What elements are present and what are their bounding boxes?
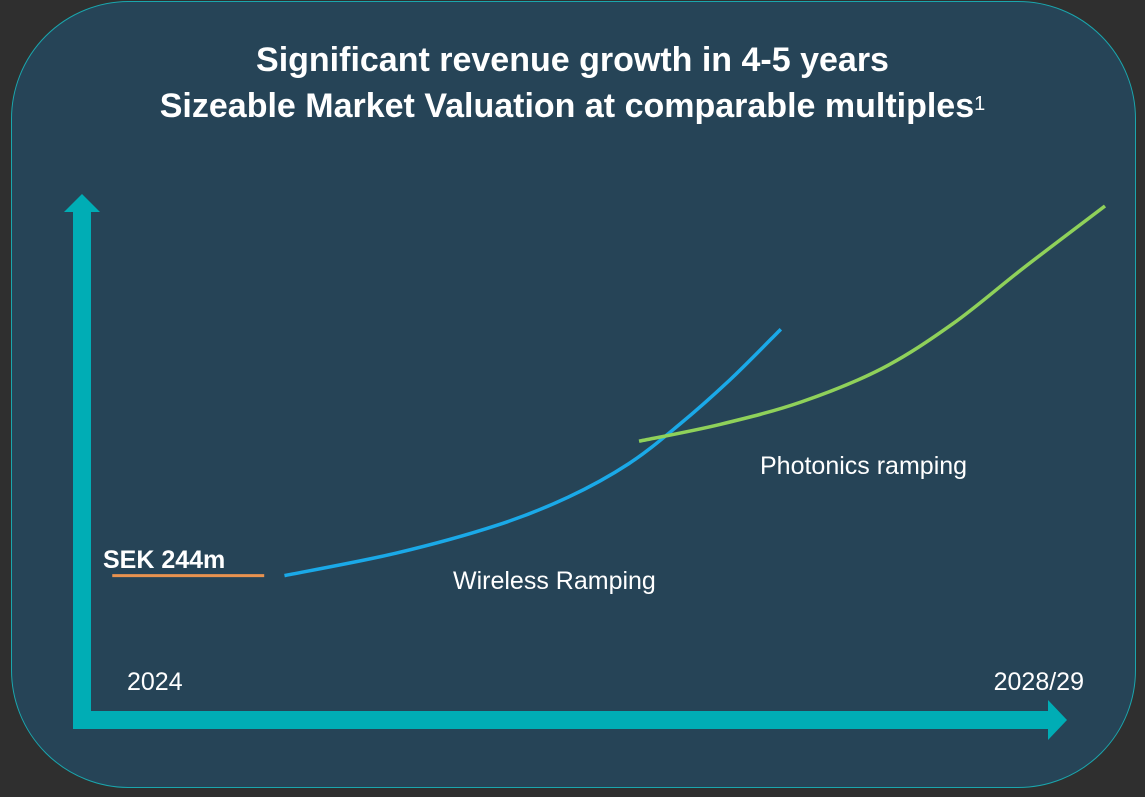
series-line-wireless-ramping xyxy=(284,327,783,578)
title-line-1-text: Significant revenue growth in 4-5 years xyxy=(256,41,889,79)
x-axis xyxy=(73,711,1051,729)
wireless-series-label: Wireless Ramping xyxy=(453,567,656,595)
series-line-photonics-ramping xyxy=(638,204,1107,443)
x-end-label: 2028/29 xyxy=(994,668,1084,696)
photonics-series-label: Photonics ramping xyxy=(760,452,967,480)
y-axis-arrowhead xyxy=(64,194,100,212)
x-start-label: 2024 xyxy=(127,668,183,696)
chart-panel xyxy=(11,1,1136,788)
title-line-1: Significant revenue growth in 4-5 years xyxy=(0,40,1145,80)
title-line-2-text: Sizeable Market Valuation at comparable … xyxy=(159,87,975,125)
start-value-label: SEK 244m xyxy=(103,546,225,574)
y-axis xyxy=(73,208,91,728)
title-line-2: Sizeable Market Valuation at comparable … xyxy=(0,86,1145,126)
footnote-marker: 1 xyxy=(974,93,986,115)
x-axis-arrowhead xyxy=(1048,700,1067,740)
